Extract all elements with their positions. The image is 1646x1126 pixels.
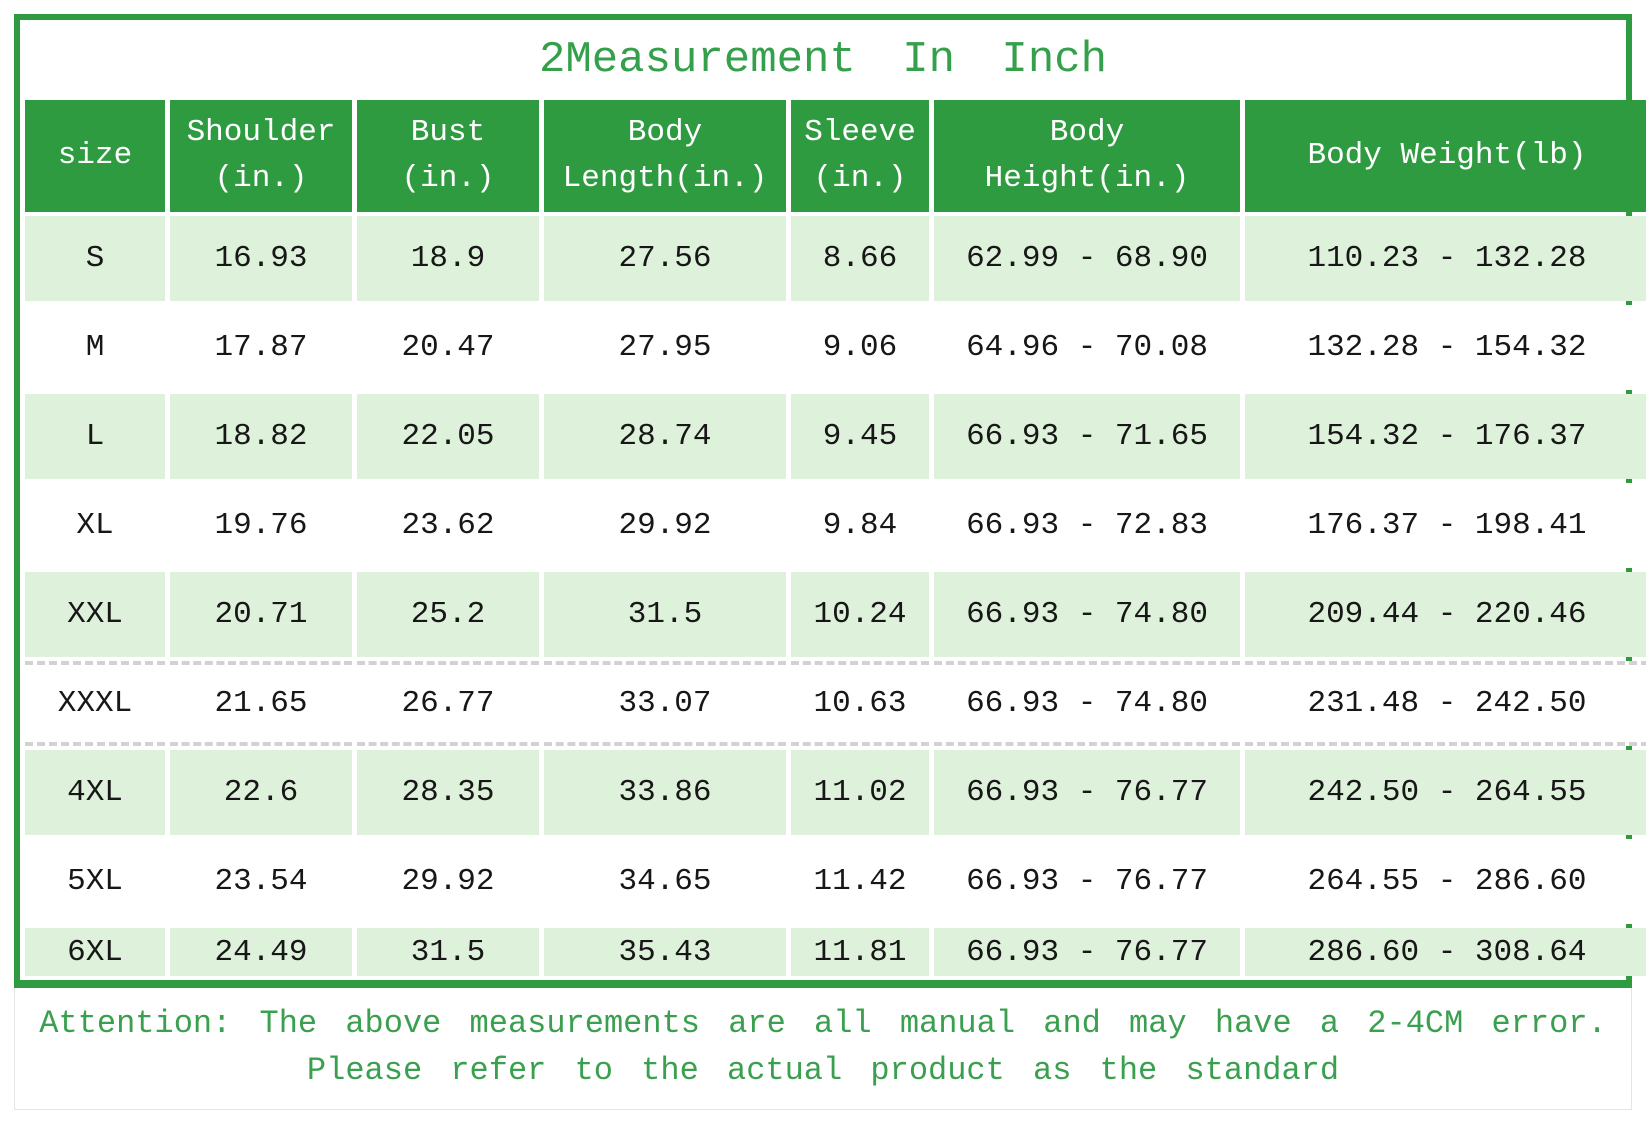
value-cell: 24.49 bbox=[170, 928, 352, 976]
table-row: S 16.93 18.9 27.56 8.66 62.99 - 68.90 110.23 -… bbox=[25, 216, 1646, 301]
value-cell: 16.93 bbox=[170, 216, 352, 301]
table-row: 6XL 24.49 31.5 35.43 11.81 66.93 - 76.77 286.6… bbox=[25, 928, 1646, 976]
value-cell: 154.32 - 176.37 bbox=[1245, 394, 1646, 479]
value-cell: 286.60 - 308.64 bbox=[1245, 928, 1646, 976]
value-cell: 31.5 bbox=[544, 572, 786, 657]
value-cell: 9.45 bbox=[791, 394, 929, 479]
value-cell: 23.54 bbox=[170, 839, 352, 924]
size-cell: L bbox=[25, 394, 165, 479]
size-cell: XXXL bbox=[25, 661, 165, 746]
value-cell: 64.96 - 70.08 bbox=[934, 305, 1240, 390]
column-header: Body Length(in.) bbox=[544, 100, 786, 212]
size-cell: M bbox=[25, 305, 165, 390]
value-cell: 11.02 bbox=[791, 750, 929, 835]
value-cell: 20.47 bbox=[357, 305, 539, 390]
value-cell: 22.6 bbox=[170, 750, 352, 835]
value-cell: 25.2 bbox=[357, 572, 539, 657]
table-row: L 18.82 22.05 28.74 9.45 66.93 - 71.65 154.32 … bbox=[25, 394, 1646, 479]
size-cell: 5XL bbox=[25, 839, 165, 924]
column-header: Body Weight(lb) bbox=[1245, 100, 1646, 212]
size-chart-sheet: 2Measurement In Inch size Shoulder (in.) B… bbox=[14, 14, 1646, 1110]
value-cell: 10.63 bbox=[791, 661, 929, 746]
column-header: Bust (in.) bbox=[357, 100, 539, 212]
value-cell: 31.5 bbox=[357, 928, 539, 976]
value-cell: 9.06 bbox=[791, 305, 929, 390]
attention-line-2: Please refer to the actual product as th… bbox=[306, 1052, 1340, 1089]
value-cell: 8.66 bbox=[791, 216, 929, 301]
value-cell: 28.35 bbox=[357, 750, 539, 835]
value-cell: 66.93 - 76.77 bbox=[934, 839, 1240, 924]
value-cell: 33.07 bbox=[544, 661, 786, 746]
column-header: Sleeve (in.) bbox=[791, 100, 929, 212]
value-cell: 22.05 bbox=[357, 394, 539, 479]
table-row: M 17.87 20.47 27.95 9.06 64.96 - 70.08 132.28 … bbox=[25, 305, 1646, 390]
value-cell: 176.37 - 198.41 bbox=[1245, 483, 1646, 568]
value-cell: 11.81 bbox=[791, 928, 929, 976]
value-cell: 27.95 bbox=[544, 305, 786, 390]
value-cell: 66.93 - 74.80 bbox=[934, 572, 1240, 657]
value-cell: 33.86 bbox=[544, 750, 786, 835]
value-cell: 66.93 - 74.80 bbox=[934, 661, 1240, 746]
value-cell: 66.93 - 76.77 bbox=[934, 928, 1240, 976]
table-row: XXL 20.71 25.2 31.5 10.24 66.93 - 74.80 209.44… bbox=[25, 572, 1646, 657]
value-cell: 66.93 - 71.65 bbox=[934, 394, 1240, 479]
size-cell: 6XL bbox=[25, 928, 165, 976]
size-table: size Shoulder (in.) Bust (in.) Body Length(… bbox=[20, 96, 1646, 980]
value-cell: 242.50 - 264.55 bbox=[1245, 750, 1646, 835]
value-cell: 28.74 bbox=[544, 394, 786, 479]
table-row: 5XL 23.54 29.92 34.65 11.42 66.93 - 76.77 264.… bbox=[25, 839, 1646, 924]
value-cell: 18.9 bbox=[357, 216, 539, 301]
value-cell: 9.84 bbox=[791, 483, 929, 568]
value-cell: 62.99 - 68.90 bbox=[934, 216, 1240, 301]
size-cell: XXL bbox=[25, 572, 165, 657]
value-cell: 35.43 bbox=[544, 928, 786, 976]
value-cell: 29.92 bbox=[357, 839, 539, 924]
value-cell: 18.82 bbox=[170, 394, 352, 479]
column-header: Body Height(in.) bbox=[934, 100, 1240, 212]
size-cell: S bbox=[25, 216, 165, 301]
value-cell: 21.65 bbox=[170, 661, 352, 746]
table-row: XL 19.76 23.62 29.92 9.84 66.93 - 72.83 176.37… bbox=[25, 483, 1646, 568]
chart-title: 2Measurement In Inch bbox=[538, 35, 1108, 85]
value-cell: 26.77 bbox=[357, 661, 539, 746]
attention-line-1: Attention: The above measurements are al… bbox=[39, 1005, 1607, 1042]
column-header: size bbox=[25, 100, 165, 212]
value-cell: 17.87 bbox=[170, 305, 352, 390]
table-row: XXXL 21.65 26.77 33.07 10.63 66.93 - 74.80 231… bbox=[25, 661, 1646, 746]
value-cell: 20.71 bbox=[170, 572, 352, 657]
value-cell: 264.55 - 286.60 bbox=[1245, 839, 1646, 924]
header-row: size Shoulder (in.) Bust (in.) Body Length(… bbox=[25, 100, 1646, 212]
value-cell: 66.93 - 72.83 bbox=[934, 483, 1240, 568]
table-row: 4XL 22.6 28.35 33.86 11.02 66.93 - 76.77 242.5… bbox=[25, 750, 1646, 835]
value-cell: 231.48 - 242.50 bbox=[1245, 661, 1646, 746]
value-cell: 10.24 bbox=[791, 572, 929, 657]
attention-note: Attention: The above measurements are al… bbox=[15, 988, 1631, 1094]
size-cell: XL bbox=[25, 483, 165, 568]
value-cell: 110.23 - 132.28 bbox=[1245, 216, 1646, 301]
value-cell: 27.56 bbox=[544, 216, 786, 301]
value-cell: 34.65 bbox=[544, 839, 786, 924]
value-cell: 132.28 - 154.32 bbox=[1245, 305, 1646, 390]
size-cell: 4XL bbox=[25, 750, 165, 835]
value-cell: 23.62 bbox=[357, 483, 539, 568]
value-cell: 11.42 bbox=[791, 839, 929, 924]
value-cell: 66.93 - 76.77 bbox=[934, 750, 1240, 835]
value-cell: 19.76 bbox=[170, 483, 352, 568]
value-cell: 29.92 bbox=[544, 483, 786, 568]
table-frame: 2Measurement In Inch size Shoulder (in.) B… bbox=[14, 14, 1646, 988]
value-cell: 209.44 - 220.46 bbox=[1245, 572, 1646, 657]
column-header: Shoulder (in.) bbox=[170, 100, 352, 212]
